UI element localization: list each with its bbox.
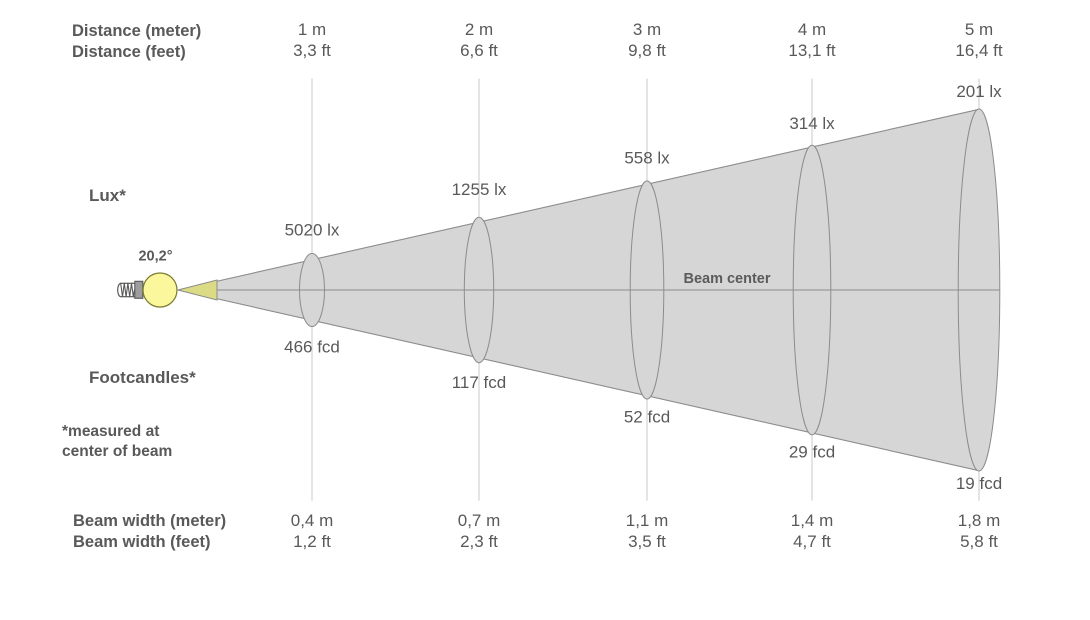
svg-text:4 m: 4 m bbox=[798, 20, 826, 39]
svg-text:558 lx: 558 lx bbox=[624, 148, 670, 167]
svg-text:3,3 ft: 3,3 ft bbox=[293, 41, 331, 60]
svg-text:201 lx: 201 lx bbox=[956, 82, 1002, 101]
svg-text:0,4 m: 0,4 m bbox=[291, 511, 334, 530]
svg-text:20,2°: 20,2° bbox=[138, 249, 172, 265]
svg-text:4,7 ft: 4,7 ft bbox=[793, 532, 831, 551]
svg-text:Beam width (meter): Beam width (meter) bbox=[73, 512, 226, 530]
svg-text:2,3 ft: 2,3 ft bbox=[460, 532, 498, 551]
svg-text:466 fcd: 466 fcd bbox=[284, 338, 340, 357]
svg-text:Footcandles*: Footcandles* bbox=[89, 368, 196, 387]
svg-text:center of beam: center of beam bbox=[62, 443, 172, 460]
svg-text:5 m: 5 m bbox=[965, 20, 993, 39]
svg-text:19 fcd: 19 fcd bbox=[956, 474, 1002, 493]
svg-text:16,4 ft: 16,4 ft bbox=[955, 41, 1003, 60]
svg-text:3 m: 3 m bbox=[633, 20, 661, 39]
svg-text:2 m: 2 m bbox=[465, 20, 493, 39]
svg-text:Distance (meter): Distance (meter) bbox=[72, 22, 201, 40]
svg-text:1,1 m: 1,1 m bbox=[626, 511, 669, 530]
svg-text:Beam width (feet): Beam width (feet) bbox=[73, 533, 211, 551]
svg-text:1,8 m: 1,8 m bbox=[958, 511, 1001, 530]
svg-text:9,8 ft: 9,8 ft bbox=[628, 41, 666, 60]
svg-text:117 fcd: 117 fcd bbox=[452, 373, 507, 392]
svg-text:13,1 ft: 13,1 ft bbox=[788, 41, 836, 60]
svg-text:Lux*: Lux* bbox=[89, 186, 126, 205]
svg-text:3,5 ft: 3,5 ft bbox=[628, 532, 666, 551]
svg-text:314 lx: 314 lx bbox=[789, 114, 835, 133]
svg-text:1,2 ft: 1,2 ft bbox=[293, 532, 331, 551]
svg-text:Distance (feet): Distance (feet) bbox=[72, 43, 186, 61]
svg-text:1255 lx: 1255 lx bbox=[452, 180, 507, 199]
svg-text:6,6 ft: 6,6 ft bbox=[460, 41, 498, 60]
svg-text:5020 lx: 5020 lx bbox=[285, 220, 340, 239]
svg-text:29 fcd: 29 fcd bbox=[789, 443, 835, 462]
svg-text:1 m: 1 m bbox=[298, 20, 326, 39]
svg-text:Beam center: Beam center bbox=[683, 271, 770, 287]
svg-text:5,8 ft: 5,8 ft bbox=[960, 532, 998, 551]
svg-text:0,7 m: 0,7 m bbox=[458, 511, 501, 530]
svg-text:52 fcd: 52 fcd bbox=[624, 408, 670, 427]
svg-text:*measured at: *measured at bbox=[62, 423, 159, 440]
svg-text:1,4 m: 1,4 m bbox=[791, 511, 834, 530]
